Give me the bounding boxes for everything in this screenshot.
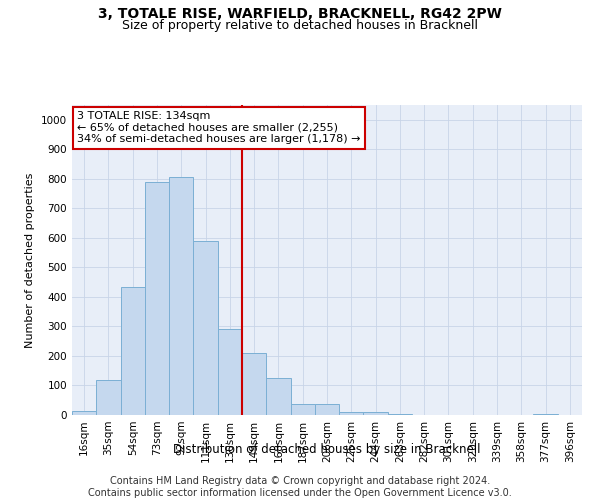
Y-axis label: Number of detached properties: Number of detached properties xyxy=(25,172,35,348)
Bar xyxy=(72,410,96,415)
Bar xyxy=(218,330,242,415)
Bar xyxy=(169,178,193,415)
Bar xyxy=(266,378,290,415)
Bar xyxy=(193,241,218,415)
Text: 3 TOTALE RISE: 134sqm
← 65% of detached houses are smaller (2,255)
34% of semi-d: 3 TOTALE RISE: 134sqm ← 65% of detached … xyxy=(77,111,361,144)
Text: Size of property relative to detached houses in Bracknell: Size of property relative to detached ho… xyxy=(122,18,478,32)
Bar xyxy=(121,286,145,415)
Bar xyxy=(242,353,266,415)
Bar xyxy=(388,414,412,415)
Bar xyxy=(315,404,339,415)
Bar xyxy=(533,414,558,415)
Bar xyxy=(145,182,169,415)
Text: Contains HM Land Registry data © Crown copyright and database right 2024.
Contai: Contains HM Land Registry data © Crown c… xyxy=(88,476,512,498)
Bar xyxy=(290,404,315,415)
Bar xyxy=(339,412,364,415)
Text: Distribution of detached houses by size in Bracknell: Distribution of detached houses by size … xyxy=(173,442,481,456)
Bar xyxy=(364,412,388,415)
Text: 3, TOTALE RISE, WARFIELD, BRACKNELL, RG42 2PW: 3, TOTALE RISE, WARFIELD, BRACKNELL, RG4… xyxy=(98,8,502,22)
Bar xyxy=(96,380,121,415)
